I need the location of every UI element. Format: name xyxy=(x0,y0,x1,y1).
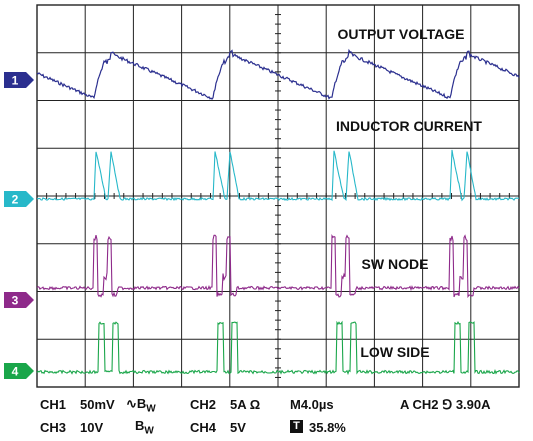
graticule xyxy=(36,4,520,388)
channel-marker-1: 1 xyxy=(4,72,34,88)
channel-marker-number: 4 xyxy=(12,365,19,379)
bw-b: B xyxy=(136,396,147,411)
bandwidth-limit-icon-ch3: BW xyxy=(135,418,154,437)
ch2-scale: 5A Ω xyxy=(230,397,261,412)
bw-w-ch3: W xyxy=(144,425,154,437)
channel-marker-shape xyxy=(4,363,34,379)
ch1-label: CH1 xyxy=(40,397,67,412)
ch4-scale: 5V xyxy=(230,420,246,435)
label-output-voltage: OUTPUT VOLTAGE xyxy=(337,26,464,42)
ch3-label: CH3 xyxy=(40,420,67,435)
channel-marker-2: 2 xyxy=(4,191,34,207)
channel-marker-number: 3 xyxy=(12,294,19,308)
trace-sw-node xyxy=(36,234,520,299)
label-low-side: LOW SIDE xyxy=(360,344,429,360)
ch1-scale: 50mV xyxy=(80,397,115,412)
trace-inductor-current xyxy=(36,149,520,202)
channel-marker-4: 4 xyxy=(4,363,34,379)
timebase: M4.0µs xyxy=(290,397,334,412)
bw-b-ch3: B xyxy=(135,418,145,433)
label-sw-node: SW NODE xyxy=(362,256,429,272)
bw-symbol: ∿ xyxy=(126,396,137,411)
bandwidth-limit-icon: ∿BW xyxy=(126,396,156,415)
channel-marker-shape xyxy=(4,72,34,88)
channel-marker-number: 2 xyxy=(12,193,19,207)
traces xyxy=(36,48,520,376)
trigger-setting: A CH2 ⅁ 3.90A xyxy=(400,397,491,412)
ch4-label: CH4 xyxy=(190,420,217,435)
bw-w: W xyxy=(146,403,156,415)
trace-low-side xyxy=(36,320,520,376)
trace-output-voltage xyxy=(36,48,520,101)
channel-marker-shape xyxy=(4,191,34,207)
trigger-position-icon: T xyxy=(290,420,303,433)
ch3-scale: 10V xyxy=(80,420,104,435)
channel-marker-shape xyxy=(4,292,34,308)
channel-marker-number: 1 xyxy=(12,74,19,88)
ch2-label: CH2 xyxy=(190,397,217,412)
channel-marker-3: 3 xyxy=(4,292,34,308)
label-inductor-current: INDUCTOR CURRENT xyxy=(336,118,482,134)
trigger-position: 35.8% xyxy=(309,420,346,435)
